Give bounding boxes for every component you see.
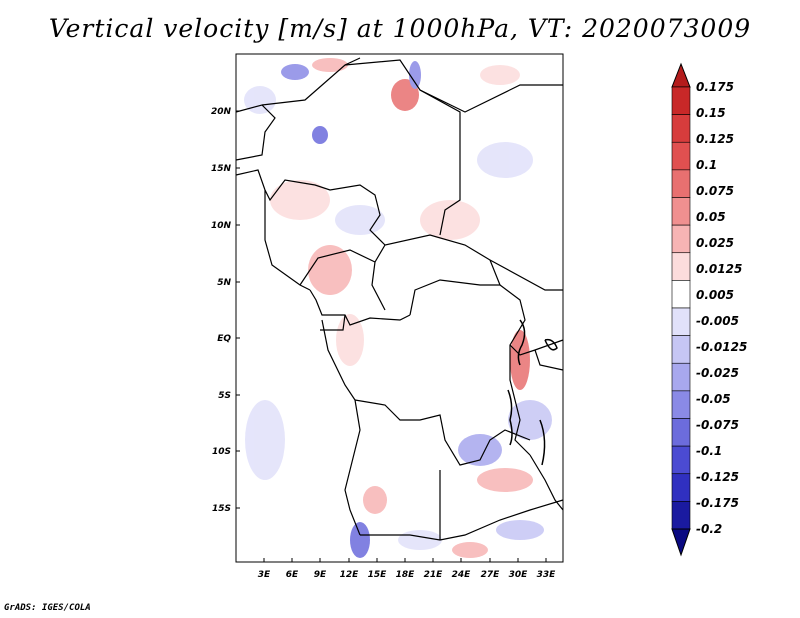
colorbar-segment bbox=[671, 390, 691, 419]
map-title: Vertical velocity [m/s] at 1000hPa, VT: … bbox=[48, 14, 752, 43]
lat-label-20n: 20N bbox=[211, 107, 232, 117]
colorbar-label: -0.025 bbox=[696, 366, 739, 380]
colorbar-labels: 0.175 0.15 0.125 0.1 0.075 0.05 0.025 0.… bbox=[696, 80, 747, 536]
colorbar-label: 0.05 bbox=[696, 210, 726, 224]
colorbar-segment bbox=[671, 473, 691, 502]
colorbar-label: -0.005 bbox=[696, 314, 739, 328]
lakes bbox=[507, 319, 558, 466]
colorbar-segment bbox=[671, 280, 691, 309]
colorbar-segment bbox=[671, 307, 691, 336]
velocity-field bbox=[244, 58, 552, 558]
lon-label-15e: 15E bbox=[368, 570, 388, 580]
colorbar-segment bbox=[671, 501, 691, 530]
lon-label-33e: 33E bbox=[537, 570, 557, 580]
colorbar-label: 0.125 bbox=[696, 132, 734, 146]
lon-label-6e: 6E bbox=[286, 570, 299, 580]
lat-label-5s: 5S bbox=[218, 391, 231, 401]
colorbar-segment bbox=[671, 224, 691, 254]
footer-credit: GrADS: IGES/COLA bbox=[4, 603, 91, 613]
colorbar-segment bbox=[671, 114, 691, 143]
lat-label-15s: 15S bbox=[212, 504, 231, 514]
colorbar: 0.175 0.15 0.125 0.1 0.075 0.05 0.025 0.… bbox=[671, 62, 747, 557]
colorbar-label: -0.175 bbox=[696, 496, 739, 510]
colorbar-label: 0.1 bbox=[696, 158, 717, 172]
lat-axis: 20N 15N 10N 5N EQ 5S 10S 15S bbox=[211, 107, 232, 514]
colorbar-label: -0.125 bbox=[696, 470, 739, 484]
lon-label-3e: 3E bbox=[258, 570, 271, 580]
lat-label-10n: 10N bbox=[211, 221, 232, 231]
colorbar-segment bbox=[671, 141, 691, 171]
lat-label-15n: 15N bbox=[211, 164, 232, 174]
lon-label-9e: 9E bbox=[314, 570, 327, 580]
lat-label-5n: 5N bbox=[217, 278, 231, 288]
colorbar-label: 0.15 bbox=[696, 106, 726, 120]
lon-ticks bbox=[263, 558, 547, 562]
lon-axis: 3E 6E 9E 12E 15E 18E 21E 24E 27E 30E 33E bbox=[258, 570, 556, 580]
colorbar-label: -0.0125 bbox=[696, 340, 747, 354]
colorbar-segment bbox=[671, 362, 691, 392]
colorbar-label: -0.1 bbox=[696, 444, 722, 458]
colorbar-label: 0.075 bbox=[696, 184, 734, 198]
colorbar-segment bbox=[671, 335, 691, 364]
colorbar-segment bbox=[671, 252, 691, 281]
colorbar-label: -0.2 bbox=[696, 522, 722, 536]
colorbar-label: 0.005 bbox=[696, 288, 734, 302]
colorbar-top-cap bbox=[671, 62, 691, 88]
colorbar-segment bbox=[671, 197, 691, 226]
colorbar-label: -0.075 bbox=[696, 418, 739, 432]
colorbar-segment bbox=[671, 445, 691, 475]
lon-label-27e: 27E bbox=[481, 570, 501, 580]
lat-label-eq: EQ bbox=[217, 334, 231, 344]
colorbar-label: 0.0125 bbox=[696, 262, 742, 276]
colorbar-bottom-cap bbox=[671, 528, 691, 557]
lon-label-24e: 24E bbox=[452, 570, 472, 580]
colorbar-segments bbox=[671, 86, 691, 530]
lon-label-12e: 12E bbox=[340, 570, 360, 580]
colorbar-segment bbox=[671, 418, 691, 447]
lon-label-18e: 18E bbox=[396, 570, 416, 580]
country-borders bbox=[235, 57, 564, 541]
colorbar-label: 0.025 bbox=[696, 236, 734, 250]
colorbar-segment bbox=[671, 86, 691, 115]
colorbar-segment bbox=[671, 169, 691, 198]
lon-label-21e: 21E bbox=[424, 570, 444, 580]
colorbar-label: -0.05 bbox=[696, 392, 731, 406]
colorbar-label: 0.175 bbox=[696, 80, 734, 94]
lat-label-10s: 10S bbox=[212, 447, 231, 457]
lat-ticks bbox=[236, 110, 240, 509]
lon-label-30e: 30E bbox=[509, 570, 529, 580]
